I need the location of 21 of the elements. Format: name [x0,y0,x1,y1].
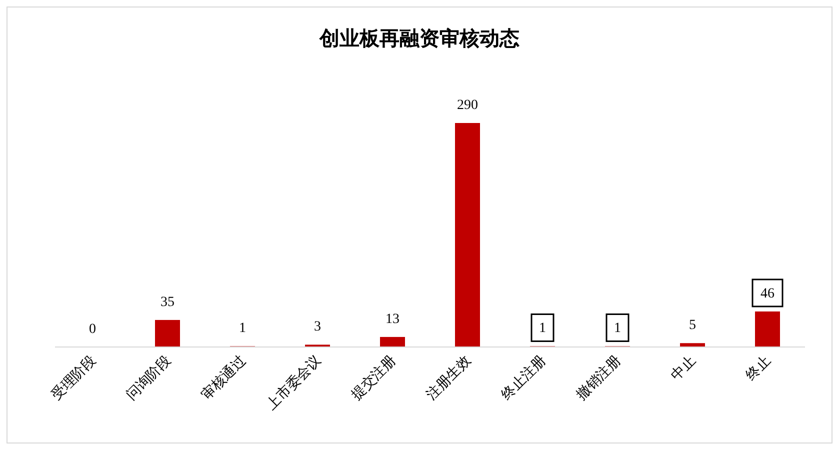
data-label: 0 [89,322,96,337]
data-label: 35 [160,294,174,310]
data-label: 46 [760,286,774,302]
data-label: 290 [457,98,478,113]
data-label: 5 [689,318,696,334]
chart-title: 创业板再融资审核动态 [318,27,520,50]
x-tick-label: 终止注册 [498,352,550,404]
x-tick-label: 审核通过 [198,352,250,404]
data-label: 1 [239,321,246,336]
x-tick-label: 上市委会议 [264,352,324,414]
x-tick-label: 撤销注册 [573,352,624,404]
data-label: 1 [539,321,546,336]
x-tick-label: 中止 [668,352,700,384]
x-tick-label: 注册生效 [423,352,474,404]
data-label: 13 [386,312,400,327]
data-label: 3 [314,320,321,335]
x-tick-label: 终止 [743,352,774,384]
data-label: 1 [614,321,621,336]
x-tick-label: 受理阶段 [48,352,100,404]
x-tick-label: 问询阶段 [123,352,174,404]
x-tick-label: 提交注册 [348,352,400,404]
